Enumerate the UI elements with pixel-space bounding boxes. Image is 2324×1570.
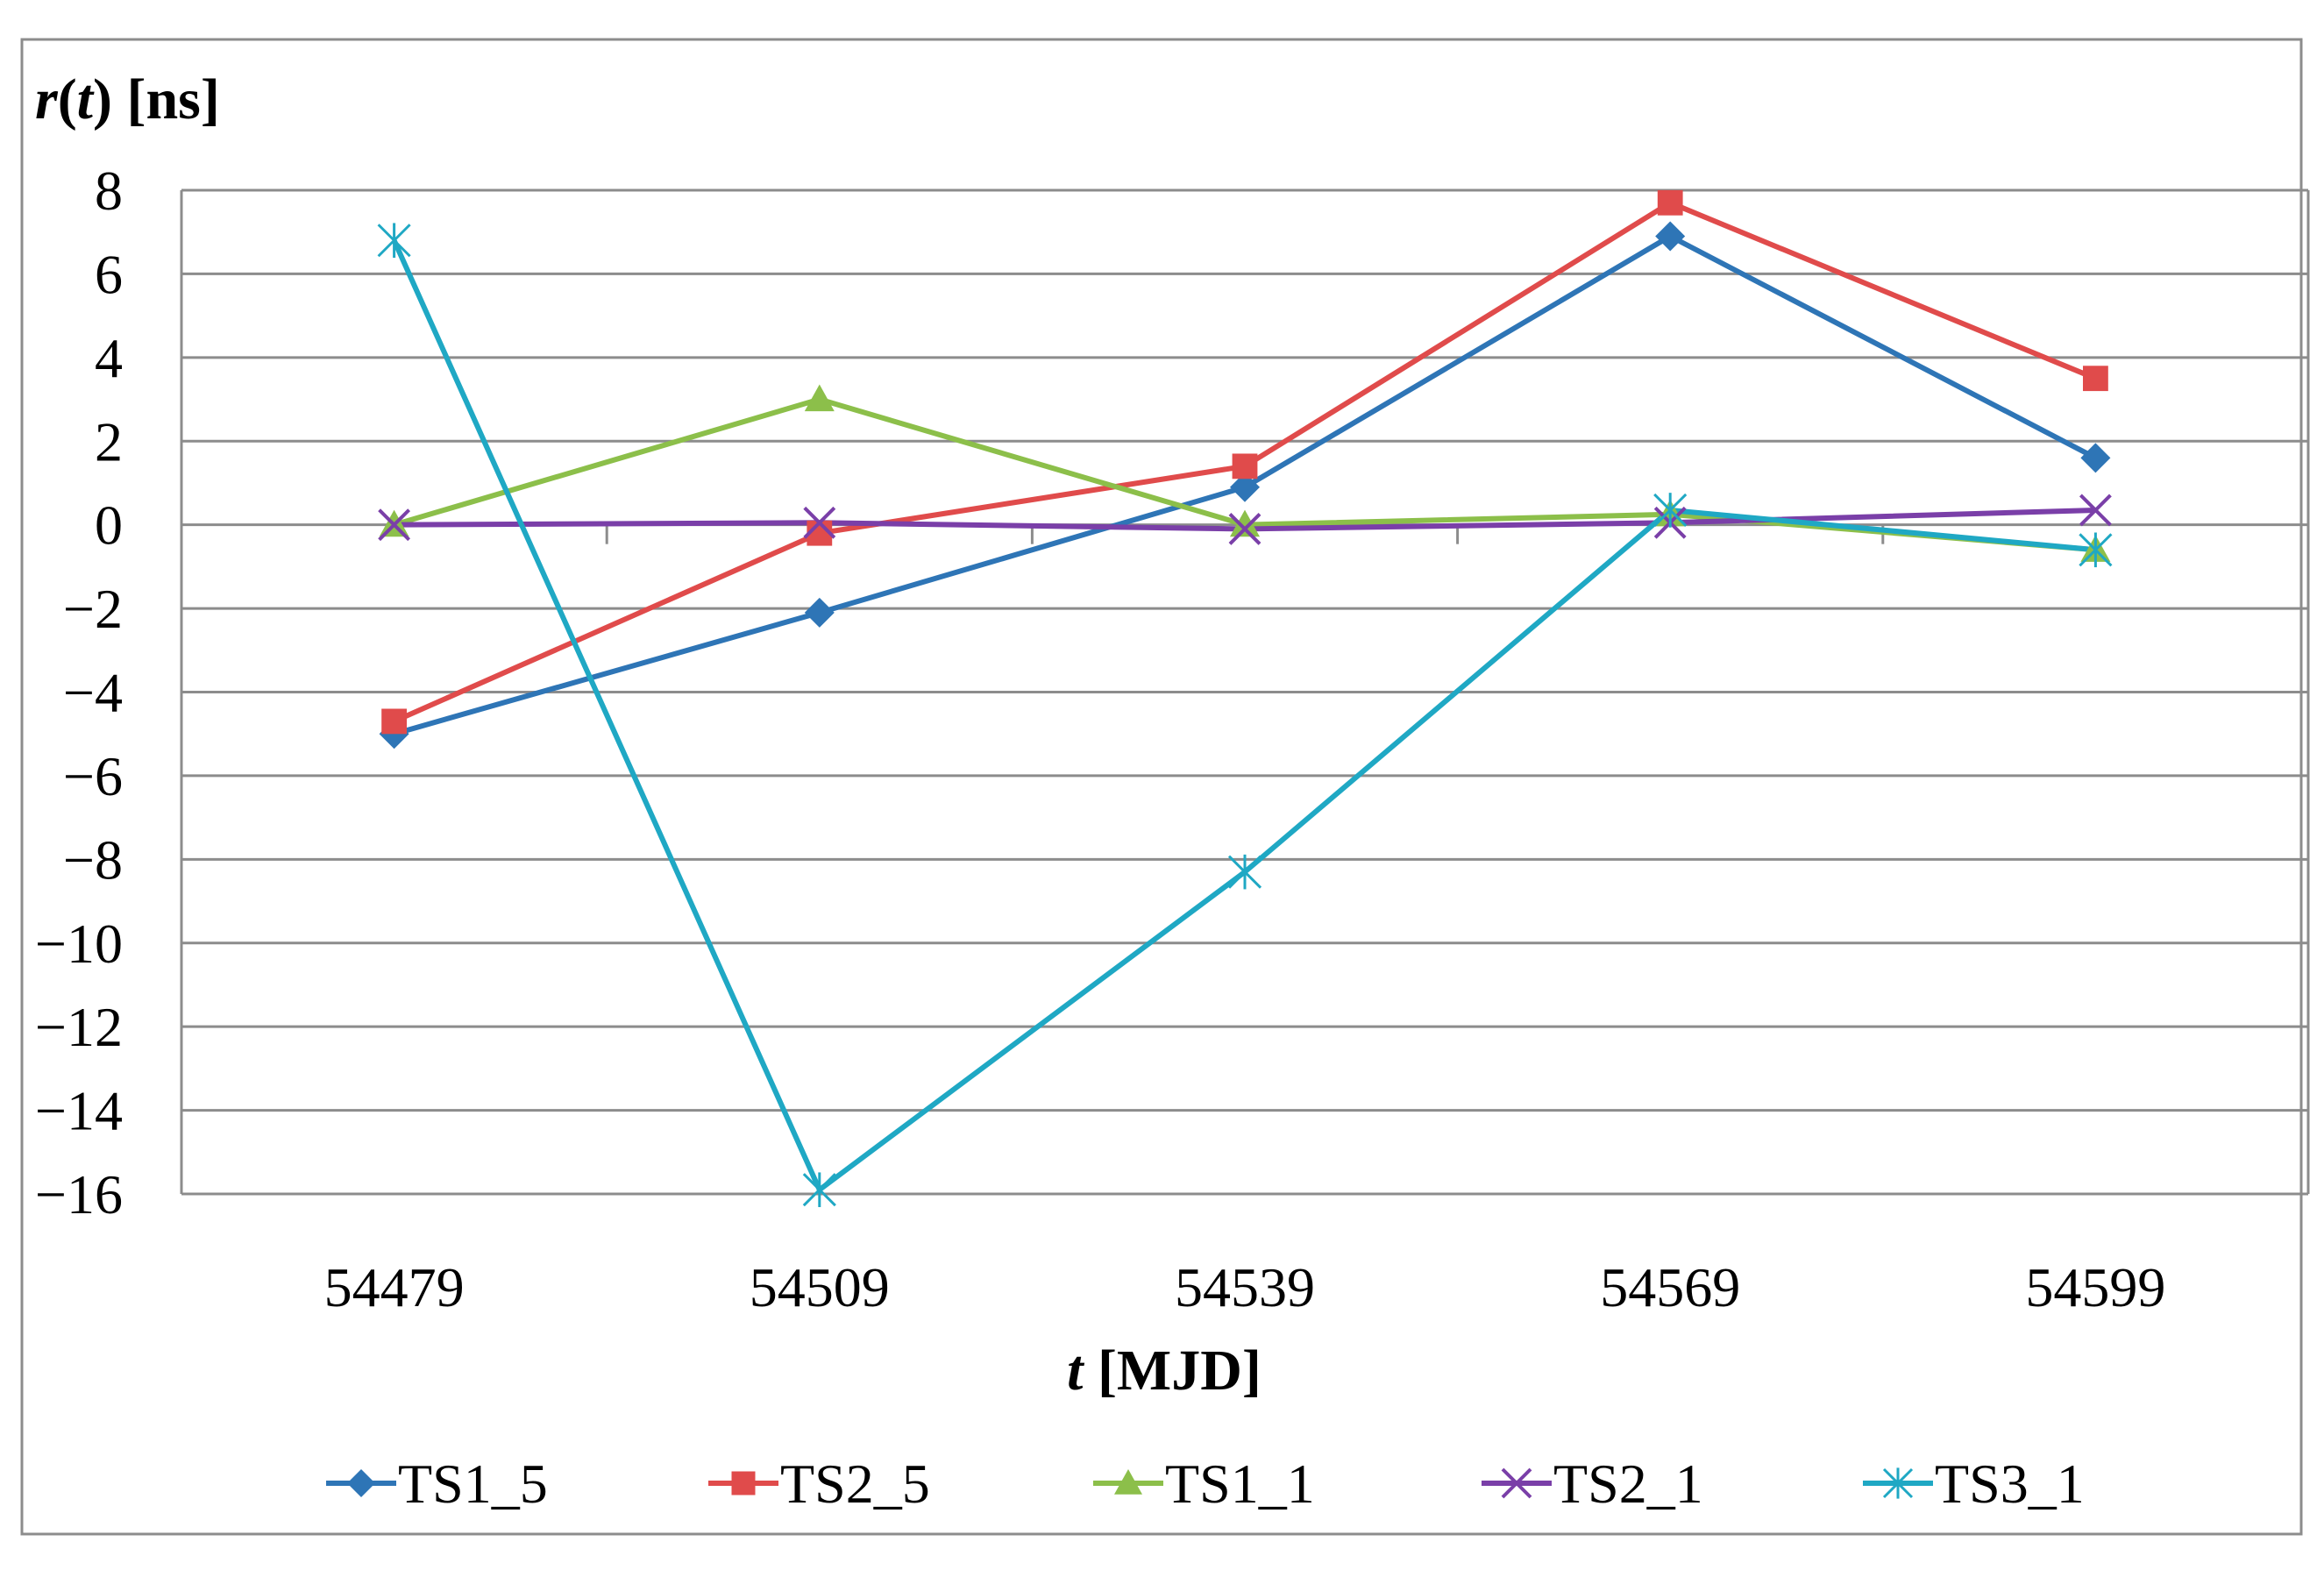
axes — [180, 190, 2310, 1194]
data-point-ts3-1 — [802, 1172, 836, 1208]
data-point-ts2-1 — [378, 508, 411, 542]
data-point-ts3-1 — [2079, 532, 2113, 568]
y-tick-label: 8 — [95, 160, 123, 222]
legend-item: TS2_1 — [1482, 1453, 1703, 1515]
data-point-ts2-5 — [1232, 453, 1258, 480]
data-point-ts2-1 — [2079, 494, 2112, 527]
x-tick-label: 54509 — [750, 1256, 890, 1318]
data-point-ts1-5 — [1655, 221, 1686, 252]
x-axis-title-var: t — [1067, 1339, 1084, 1403]
data-point-ts3-1 — [377, 223, 411, 259]
y-tick-label: −4 — [63, 662, 123, 724]
y-axis-title: r(t) [ns] — [35, 67, 220, 131]
y-tick-label: −6 — [63, 745, 123, 807]
data-point-ts3-1 — [1227, 854, 1262, 890]
data-point-ts1-1 — [1230, 509, 1260, 537]
y-tick-label: −12 — [35, 996, 123, 1058]
chart-frame — [20, 38, 2303, 1536]
x-tick-labels: 54479 54509 54539 54569 54599 — [324, 1256, 2166, 1318]
y-tick-label: −16 — [35, 1163, 123, 1225]
y-tick-label: 0 — [95, 494, 123, 557]
legend-marker — [1501, 1467, 1532, 1499]
data-point-ts1-1 — [804, 384, 835, 412]
y-tick-label: −14 — [35, 1080, 123, 1142]
x-tick-label: 54479 — [324, 1256, 465, 1318]
legend: TS1_5 TS2_5 TS1_1 TS2_1 TS3_1 — [326, 1453, 2085, 1515]
legend-item: TS3_1 — [1863, 1453, 2085, 1515]
y-axis-title-arg: t — [77, 67, 95, 131]
data-point-ts2-1 — [803, 506, 836, 539]
y-tick-label: −2 — [63, 578, 123, 640]
legend-marker — [347, 1469, 375, 1497]
legend-label: TS1_5 — [398, 1453, 548, 1515]
data-point-ts2-5 — [1657, 189, 1683, 216]
legend-marker — [731, 1471, 756, 1495]
data-point-ts1-5 — [2080, 443, 2111, 473]
legend-item: TS1_1 — [1093, 1453, 1315, 1515]
x-tick-label: 54539 — [1175, 1256, 1315, 1318]
series-markers — [377, 189, 2113, 1208]
x-tick-label: 54599 — [2025, 1256, 2165, 1318]
data-point-ts2-5 — [381, 708, 407, 735]
y-tick-labels: 8 6 4 2 0 −2 −4 −6 −8 −10 −12 −14 −16 — [35, 160, 123, 1225]
y-tick-label: 2 — [95, 410, 123, 472]
y-tick-label: 6 — [95, 243, 123, 305]
y-axis-title-var: r — [35, 67, 59, 131]
data-point-ts3-1 — [1653, 493, 1688, 528]
x-axis-title-unit: [MJD] — [1098, 1339, 1261, 1403]
data-point-ts1-5 — [804, 597, 835, 628]
legend-label: TS3_1 — [1935, 1453, 2085, 1515]
legend-label: TS1_1 — [1165, 1453, 1315, 1515]
data-point-ts2-1 — [1228, 513, 1261, 545]
legend-label: TS2_1 — [1553, 1453, 1703, 1515]
legend-label: TS2_5 — [780, 1453, 930, 1515]
x-axis-title: t [MJD] — [1067, 1339, 1261, 1403]
y-tick-label: −8 — [63, 828, 123, 891]
y-tick-label: −10 — [35, 913, 123, 975]
legend-marker — [1114, 1469, 1142, 1495]
legend-item: TS1_5 — [326, 1453, 548, 1515]
x-tick-label: 54569 — [1600, 1256, 1740, 1318]
y-tick-label: 4 — [95, 327, 123, 389]
legend-marker — [1882, 1467, 1914, 1499]
y-axis-title-unit: [ns] — [127, 67, 220, 131]
data-point-ts2-5 — [2083, 366, 2108, 392]
data-point-ts1-5 — [1230, 472, 1260, 502]
legend-item: TS2_5 — [708, 1453, 930, 1515]
